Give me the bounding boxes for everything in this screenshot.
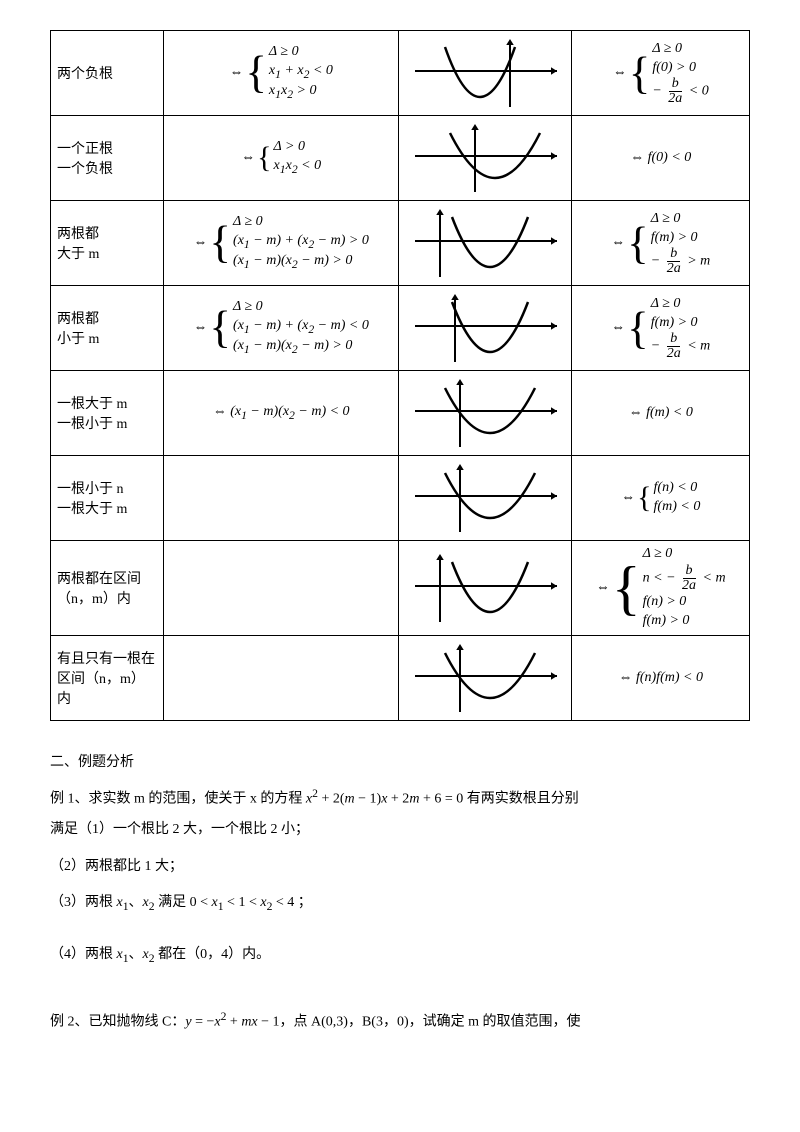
row-graph bbox=[399, 31, 572, 116]
parabola-graph-svg bbox=[405, 460, 565, 536]
table-row: 一个正根一个负根 ⇔ { Δ > 0x1x2 < 0 ⇔ f(0) < 0 bbox=[51, 116, 750, 201]
example-1-lead: 满足（1）一个根比 2 大，一个根比 2 小； bbox=[50, 817, 750, 844]
table-row: 两根都大于 m ⇔ { Δ ≥ 0(x1 − m) + (x2 − m) > 0… bbox=[51, 201, 750, 286]
table-row: 一根小于 n一根大于 m ⇔ { f(n) < 0f(m) < 0 bbox=[51, 456, 750, 541]
parabola-graph-svg bbox=[405, 35, 565, 111]
row-condition-function: ⇔ f(m) < 0 bbox=[572, 371, 750, 456]
row-graph bbox=[399, 116, 572, 201]
example-1-part3: （3）两根 x1、x2 满足 0 < x1 < 1 < x2 < 4 ； bbox=[50, 890, 750, 918]
row-condition-algebraic: ⇔ { Δ ≥ 0(x1 − m) + (x2 − m) > 0(x1 − m)… bbox=[163, 201, 399, 286]
row-label: 一个正根一个负根 bbox=[51, 116, 164, 201]
row-condition-function: ⇔ { Δ ≥ 0n < − b2a < mf(n) > 0f(m) > 0 bbox=[572, 541, 750, 636]
row-condition-algebraic bbox=[163, 456, 399, 541]
roots-conditions-table: 两个负根 ⇔ { Δ ≥ 0x1 + x2 < 0x1x2 > 0 ⇔ { Δ … bbox=[50, 30, 750, 721]
example-1-stem: 例 1、求实数 m 的范围，使关于 x 的方程 x2 + 2(m − 1)x +… bbox=[50, 783, 750, 813]
row-condition-function: ⇔ { f(n) < 0f(m) < 0 bbox=[572, 456, 750, 541]
parabola-graph-svg bbox=[405, 120, 565, 196]
row-condition-algebraic: ⇔ (x1 − m)(x2 − m) < 0 bbox=[163, 371, 399, 456]
row-graph bbox=[399, 201, 572, 286]
row-label: 两根都在区间（n，m）内 bbox=[51, 541, 164, 636]
row-condition-function: ⇔ { Δ ≥ 0f(m) > 0− b2a < m bbox=[572, 286, 750, 371]
row-graph bbox=[399, 371, 572, 456]
row-label: 两根都小于 m bbox=[51, 286, 164, 371]
row-label: 有且只有一根在区间（n，m）内 bbox=[51, 635, 164, 720]
row-condition-function: ⇔ { Δ ≥ 0f(0) > 0− b2a < 0 bbox=[572, 31, 750, 116]
example-1-part2: （2）两根都比 1 大； bbox=[50, 854, 750, 881]
row-condition-algebraic bbox=[163, 541, 399, 636]
row-condition-function: ⇔ f(n)f(m) < 0 bbox=[572, 635, 750, 720]
row-condition-algebraic bbox=[163, 635, 399, 720]
table-row: 一根大于 m一根小于 m ⇔ (x1 − m)(x2 − m) < 0 ⇔ f(… bbox=[51, 371, 750, 456]
row-condition-algebraic: ⇔ { Δ > 0x1x2 < 0 bbox=[163, 116, 399, 201]
table-row: 两根都在区间（n，m）内 ⇔ { Δ ≥ 0n < − b2a < mf(n) … bbox=[51, 541, 750, 636]
table-row: 两根都小于 m ⇔ { Δ ≥ 0(x1 − m) + (x2 − m) < 0… bbox=[51, 286, 750, 371]
row-label: 两根都大于 m bbox=[51, 201, 164, 286]
parabola-graph-svg bbox=[405, 205, 565, 281]
parabola-graph-svg bbox=[405, 550, 565, 626]
row-label: 一根小于 n一根大于 m bbox=[51, 456, 164, 541]
row-label: 一根大于 m一根小于 m bbox=[51, 371, 164, 456]
row-graph bbox=[399, 286, 572, 371]
parabola-graph-svg bbox=[405, 640, 565, 716]
row-graph bbox=[399, 456, 572, 541]
row-graph bbox=[399, 635, 572, 720]
section-heading: 二、例题分析 bbox=[50, 751, 750, 771]
row-condition-algebraic: ⇔ { Δ ≥ 0(x1 − m) + (x2 − m) < 0(x1 − m)… bbox=[163, 286, 399, 371]
row-graph bbox=[399, 541, 572, 636]
row-condition-algebraic: ⇔ { Δ ≥ 0x1 + x2 < 0x1x2 > 0 bbox=[163, 31, 399, 116]
parabola-graph-svg bbox=[405, 290, 565, 366]
row-condition-function: ⇔ { Δ ≥ 0f(m) > 0− b2a > m bbox=[572, 201, 750, 286]
table-row: 两个负根 ⇔ { Δ ≥ 0x1 + x2 < 0x1x2 > 0 ⇔ { Δ … bbox=[51, 31, 750, 116]
row-label: 两个负根 bbox=[51, 31, 164, 116]
parabola-graph-svg bbox=[405, 375, 565, 451]
example-1-part4: （4）两根 x1、x2 都在（0，4）内。 bbox=[50, 942, 750, 970]
example-2: 例 2、已知抛物线 C：y = −x2 + mx − 1，点 A(0,3)，B(… bbox=[50, 1006, 750, 1036]
row-condition-function: ⇔ f(0) < 0 bbox=[572, 116, 750, 201]
table-row: 有且只有一根在区间（n，m）内 ⇔ f(n)f(m) < 0 bbox=[51, 635, 750, 720]
